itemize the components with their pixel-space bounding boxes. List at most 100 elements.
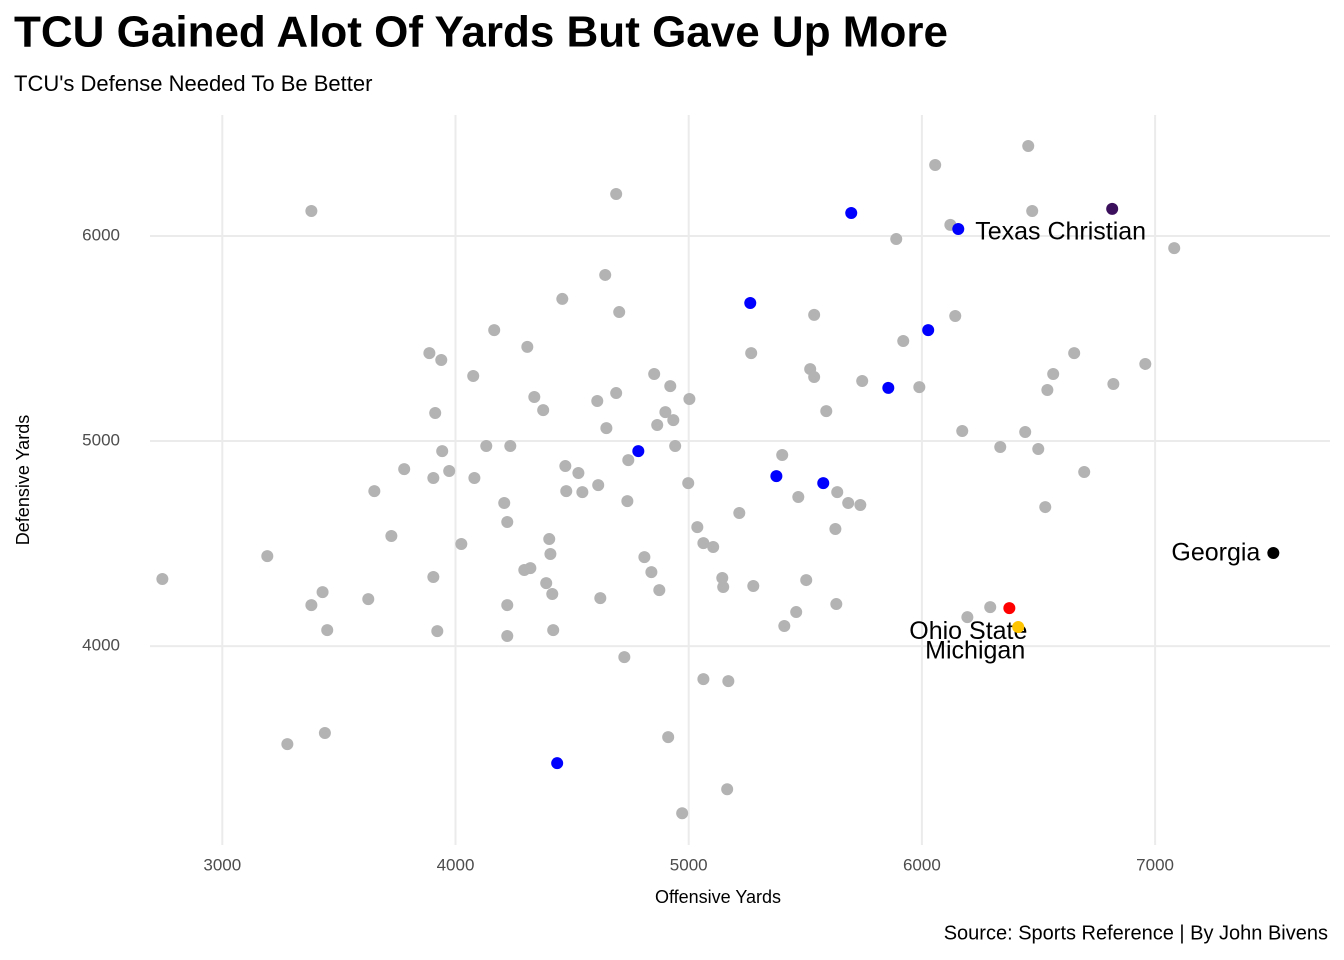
point [556, 292, 569, 305]
point [1068, 347, 1081, 360]
grid [150, 115, 1330, 845]
point [368, 485, 381, 498]
point [591, 395, 604, 408]
x-tick-label: 7000 [1136, 855, 1174, 874]
point [776, 448, 789, 461]
point [622, 454, 635, 467]
x-axis-title: Offensive Yards [655, 887, 781, 907]
point [929, 159, 942, 172]
point [305, 204, 318, 217]
point [691, 521, 704, 534]
point [664, 380, 677, 393]
point [261, 550, 274, 563]
point [717, 581, 730, 594]
point [443, 464, 456, 477]
point [651, 419, 664, 432]
point [436, 445, 449, 458]
point [501, 516, 514, 529]
point [423, 347, 436, 360]
x-tick-label: 6000 [903, 855, 941, 874]
point [501, 630, 514, 643]
point [733, 507, 746, 520]
chart-subtitle: TCU's Defense Needed To Be Better [14, 71, 372, 96]
point [1139, 357, 1152, 370]
point [716, 572, 729, 585]
point [820, 405, 833, 418]
y-tick-label: 6000 [82, 225, 120, 244]
point [281, 738, 294, 751]
point [956, 424, 969, 437]
point [599, 268, 612, 281]
point [1267, 547, 1280, 559]
point [721, 783, 734, 796]
point [1019, 426, 1032, 439]
point-label: Georgia [1171, 539, 1260, 567]
point [856, 374, 869, 387]
point [504, 439, 517, 452]
point [537, 404, 550, 417]
point [952, 223, 965, 236]
point [618, 651, 631, 664]
point [829, 523, 842, 536]
point [984, 601, 997, 614]
point [321, 624, 334, 637]
point [435, 354, 448, 367]
y-tick-label: 5000 [82, 431, 120, 450]
point [897, 334, 910, 347]
point [922, 324, 935, 337]
point [669, 439, 682, 452]
caption: Source: Sports Reference | By John Biven… [944, 922, 1328, 944]
point [1003, 602, 1016, 615]
point-label: Texas Christian [975, 218, 1146, 246]
point [467, 370, 480, 383]
point [676, 807, 689, 820]
point-label: Ohio State [909, 617, 1027, 645]
point [427, 471, 440, 484]
point [648, 367, 661, 380]
point [572, 467, 585, 480]
point [1022, 139, 1035, 152]
point [540, 577, 553, 590]
x-tick-label: 4000 [437, 855, 475, 874]
point [659, 406, 672, 419]
point [808, 371, 821, 384]
point [455, 537, 468, 550]
point [610, 387, 623, 400]
point [854, 499, 867, 512]
point [318, 727, 331, 740]
point [1107, 378, 1120, 391]
point [831, 486, 844, 499]
point [653, 584, 666, 597]
point [488, 324, 501, 337]
point [600, 422, 613, 435]
point [994, 440, 1007, 453]
point [551, 757, 564, 770]
point [594, 592, 607, 605]
point [427, 570, 440, 583]
point [305, 599, 318, 612]
point [949, 309, 962, 322]
point [592, 479, 605, 492]
point [830, 598, 843, 611]
point [790, 606, 803, 619]
point [882, 381, 895, 394]
point [498, 496, 511, 509]
point [480, 439, 493, 452]
point [559, 460, 572, 473]
point [744, 297, 757, 310]
point [961, 611, 974, 624]
point-label: Michigan [925, 637, 1025, 665]
point [770, 470, 783, 483]
point [621, 495, 634, 508]
point [1032, 443, 1045, 456]
point [1078, 466, 1091, 479]
point [1047, 367, 1060, 380]
chart-title: TCU Gained Alot Of Yards But Gave Up Mor… [14, 8, 948, 57]
point [817, 477, 830, 490]
point [543, 533, 556, 546]
point [808, 308, 821, 321]
point [1026, 204, 1039, 217]
x-tick-label: 5000 [670, 855, 708, 874]
point [722, 675, 735, 688]
